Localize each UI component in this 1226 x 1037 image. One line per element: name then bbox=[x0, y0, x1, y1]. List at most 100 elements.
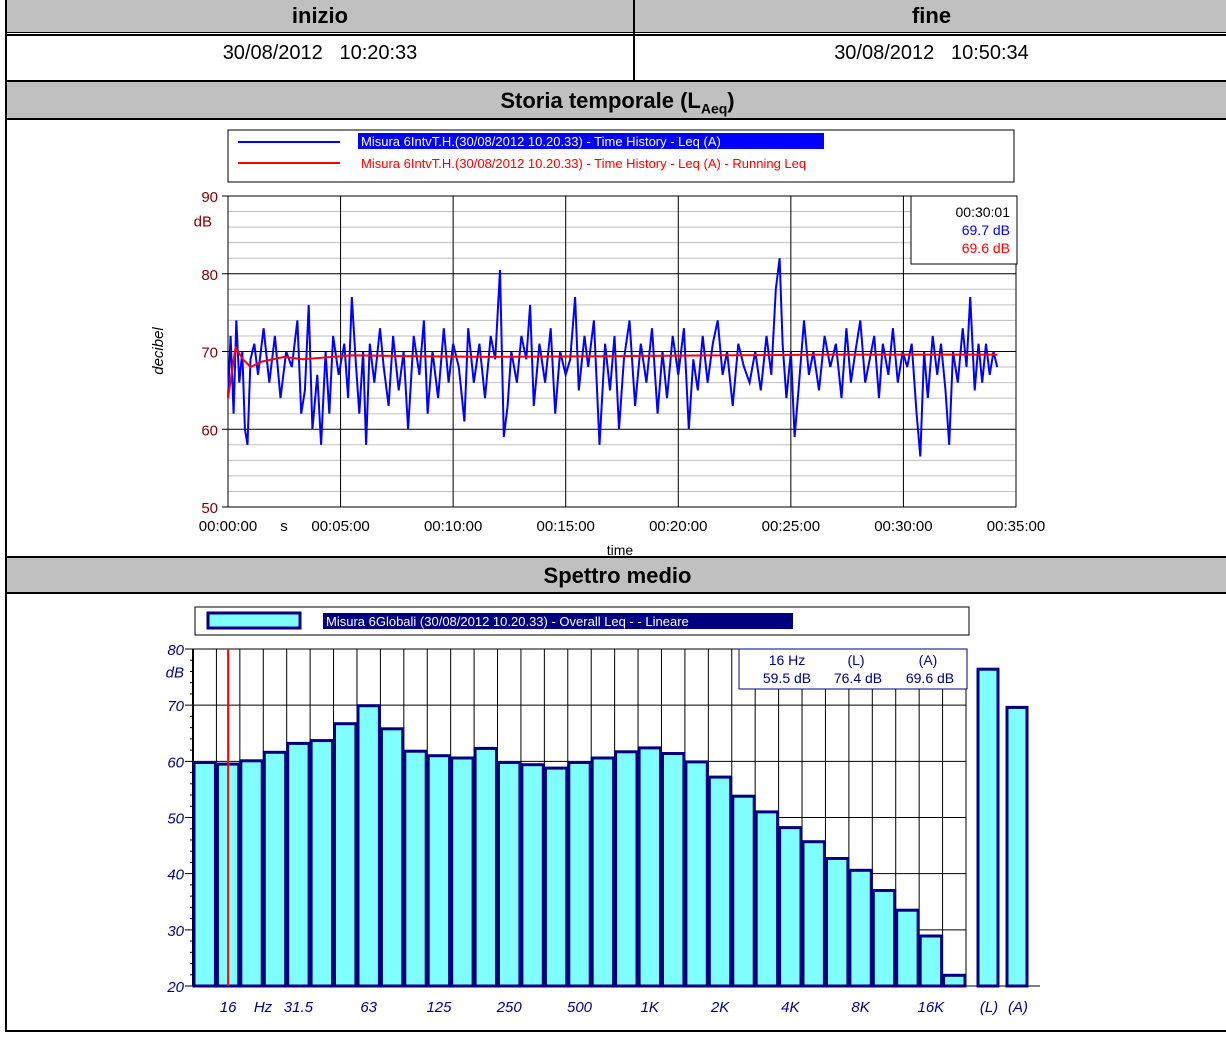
spectrum-bar bbox=[192, 761, 217, 988]
readout-h2: (L) bbox=[847, 652, 864, 668]
x-axis-title: time bbox=[607, 542, 634, 558]
spectrum-bar bbox=[262, 750, 288, 988]
column-divider bbox=[633, 0, 635, 82]
readout-v3: 69.6 dB bbox=[906, 670, 954, 686]
start-header: inizio bbox=[7, 0, 633, 33]
spectrum-bar bbox=[239, 759, 264, 988]
x-tick-label: 4K bbox=[781, 999, 800, 1016]
spectrum-bar bbox=[895, 908, 920, 988]
y-tick-label: 50 bbox=[167, 811, 184, 828]
spectrum-bar bbox=[825, 857, 850, 988]
legend-label-blue: Misura 6IntvT.H.(30/08/2012 10.20.33) - … bbox=[361, 134, 721, 149]
spectrum-bar bbox=[778, 826, 803, 988]
spectrum-bar bbox=[871, 889, 897, 988]
readout-box bbox=[738, 648, 968, 690]
row-divider bbox=[7, 80, 1226, 82]
spectrum-bar bbox=[754, 810, 780, 988]
x-tick-label: 00:05:00 bbox=[311, 518, 369, 535]
spectrum-bar bbox=[661, 752, 686, 988]
spectrum-bar bbox=[567, 761, 592, 988]
x-tick-label: 16 bbox=[220, 999, 237, 1016]
spectrum-bar bbox=[684, 760, 709, 988]
x-tick-label: (L) bbox=[980, 999, 998, 1016]
y-unit-label: dB bbox=[166, 664, 184, 681]
spectrum-bar bbox=[590, 756, 616, 988]
x-tick-label: s bbox=[280, 518, 288, 535]
x-tick-label: 500 bbox=[567, 999, 593, 1016]
y-tick-label: 60 bbox=[201, 422, 218, 439]
spectrum-bar bbox=[333, 722, 358, 988]
series-line-blue bbox=[227, 258, 999, 457]
spectrum-bar bbox=[848, 868, 873, 988]
time-history-title: Storia temporale (LAeq) bbox=[7, 82, 1226, 119]
y-tick-label: 70 bbox=[167, 698, 184, 715]
report-frame: inizio fine 30/08/2012 10:20:33 30/08/20… bbox=[5, 0, 1226, 1032]
x-tick-label: 125 bbox=[426, 999, 452, 1016]
y-tick-label: 60 bbox=[167, 754, 184, 771]
x-tick-label: 1K bbox=[641, 999, 660, 1016]
spectrum-bar bbox=[637, 746, 662, 988]
end-header: fine bbox=[635, 0, 1226, 33]
y-tick-label: 80 bbox=[167, 642, 184, 659]
legend-highlight bbox=[323, 613, 793, 629]
readout-h1: 16 Hz bbox=[769, 652, 806, 668]
start-time: 30/08/2012 10:20:33 bbox=[222, 42, 418, 64]
plot-frame bbox=[227, 195, 1017, 508]
series-line-red bbox=[227, 344, 998, 399]
readout-red: 69.6 dB bbox=[962, 240, 1010, 256]
x-tick-label: 00:25:00 bbox=[762, 518, 820, 535]
readout-blue: 69.7 dB bbox=[962, 222, 1010, 238]
spectrum-bar bbox=[614, 750, 639, 988]
y-unit-label: dB bbox=[194, 213, 212, 230]
readout-v1: 59.5 dB bbox=[763, 670, 811, 686]
y-tick-label: 80 bbox=[201, 267, 218, 284]
spectrum-bar bbox=[731, 794, 756, 988]
spectrum-bar bbox=[356, 704, 381, 988]
spectrum-bar bbox=[450, 756, 475, 988]
x-tick-label: 63 bbox=[360, 999, 377, 1016]
row-divider bbox=[7, 34, 1226, 36]
total-bar bbox=[1005, 705, 1029, 988]
readout-h3: (A) bbox=[919, 652, 938, 668]
spectrum-title: Spettro medio bbox=[7, 558, 1226, 593]
y-tick-label: 90 bbox=[201, 189, 218, 206]
x-tick-label: 31.5 bbox=[284, 999, 314, 1016]
legend-label-red: Misura 6IntvT.H.(30/08/2012 10.20.33) - … bbox=[361, 156, 806, 171]
x-tick-label: 00:10:00 bbox=[424, 518, 482, 535]
legend-label: Misura 6Globali (30/08/2012 10.20.33) - … bbox=[326, 614, 689, 629]
y-tick-label: 40 bbox=[167, 867, 184, 884]
x-tick-label: 00:30:00 bbox=[874, 518, 932, 535]
y-tick-label: 20 bbox=[166, 979, 184, 996]
spectrum-bar bbox=[918, 934, 944, 988]
y-tick-label: 30 bbox=[167, 923, 184, 940]
row-divider bbox=[7, 556, 1226, 558]
spectrum-bar bbox=[473, 746, 499, 988]
spectrum-bar bbox=[801, 840, 826, 988]
spectrum-bar bbox=[426, 754, 452, 988]
spectrum-bar bbox=[707, 775, 733, 988]
spectrum-bar bbox=[379, 727, 405, 988]
legend-highlight bbox=[358, 133, 824, 149]
spectrum-bar bbox=[309, 739, 335, 988]
x-tick-label: 2K bbox=[710, 999, 730, 1016]
spectrum-bar bbox=[520, 763, 545, 988]
x-tick-label: 00:35:00 bbox=[987, 518, 1045, 535]
spectrum-bar bbox=[942, 973, 967, 988]
legend-swatch bbox=[206, 611, 302, 630]
spectrum-bar bbox=[403, 749, 428, 988]
readout-box bbox=[910, 195, 1018, 265]
x-tick-label: 00:20:00 bbox=[649, 518, 707, 535]
spectrum-bar bbox=[286, 741, 311, 988]
y-axis-title: decibel bbox=[150, 327, 167, 375]
x-tick-label: 8K bbox=[851, 999, 870, 1016]
x-tick-label: 00:00:00 bbox=[199, 518, 257, 535]
y-tick-label: 50 bbox=[201, 500, 218, 517]
row-divider bbox=[7, 118, 1226, 120]
x-tick-label: Hz bbox=[254, 999, 273, 1016]
readout-time: 00:30:01 bbox=[956, 204, 1011, 220]
x-tick-label: 16K bbox=[918, 999, 946, 1016]
y-tick-label: 70 bbox=[201, 345, 218, 362]
spectrum-bar bbox=[543, 766, 569, 988]
